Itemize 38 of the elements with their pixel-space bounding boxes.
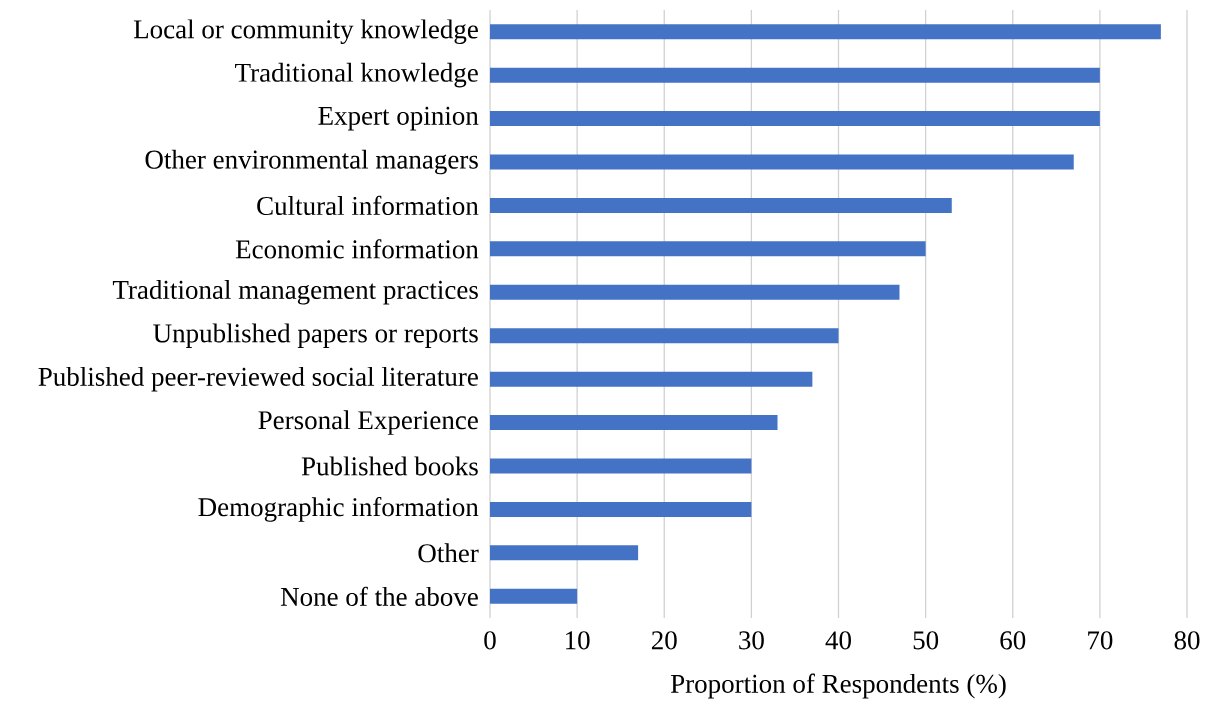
- x-tick-label: 80: [1174, 631, 1200, 650]
- y-tick-label: Expert opinion: [318, 106, 479, 131]
- y-tick-label: Other: [418, 543, 479, 563]
- y-tick-label: Traditional management practices: [112, 280, 478, 305]
- bar: [490, 154, 1074, 170]
- bar: [490, 284, 900, 300]
- y-tick-label: Traditional knowledge: [235, 62, 478, 88]
- bar: [490, 501, 752, 517]
- y-tick-label: Local or community knowledge: [133, 19, 478, 44]
- x-tick-label: 60: [1000, 631, 1026, 650]
- y-tick-label: Personal Experience: [258, 410, 478, 435]
- bar: [490, 415, 778, 431]
- x-tick-label: 50: [913, 631, 939, 650]
- x-tick-label: 40: [825, 631, 851, 650]
- bar: [490, 328, 839, 344]
- y-tick-label: Other environmental managers: [145, 149, 478, 175]
- bar: [490, 588, 578, 604]
- y-tick-label: Published books: [301, 456, 478, 476]
- y-tick-label: Unpublished papers or reports: [153, 323, 478, 348]
- x-tick-label: 10: [566, 631, 590, 650]
- bar: [490, 67, 1100, 83]
- bar: [490, 241, 926, 257]
- y-tick-label: Published peer-reviewed social literature: [38, 366, 478, 392]
- x-axis-title: Proportion of Respondents (%): [670, 673, 1006, 699]
- bar: [490, 197, 952, 213]
- y-tick-label: Demographic information: [198, 497, 479, 522]
- x-tick-label: 30: [739, 631, 764, 650]
- bar: [490, 545, 639, 561]
- y-tick-label: None of the above: [280, 586, 478, 606]
- bar: [490, 24, 1161, 40]
- x-tick-label: 20: [651, 631, 677, 650]
- bar: [490, 371, 813, 387]
- x-tick-label: 70: [1088, 631, 1113, 650]
- y-tick-label: Economic information: [235, 239, 479, 259]
- bar: [490, 458, 752, 474]
- bar: [490, 111, 1100, 127]
- x-tick-label: 0: [484, 631, 496, 650]
- y-tick-label: Cultural information: [257, 195, 479, 216]
